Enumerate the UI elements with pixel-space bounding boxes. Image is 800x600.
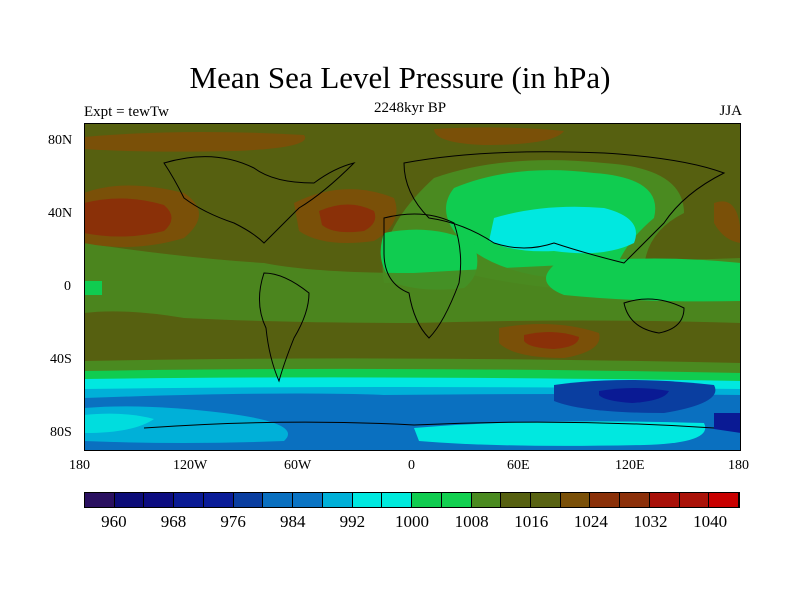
colorbar-swatch [174, 493, 204, 507]
contour-low [546, 258, 741, 302]
y-tick: 80S [50, 425, 72, 440]
contour-equatorial [84, 243, 741, 323]
colorbar-label: 1024 [573, 512, 608, 531]
coastlines [143, 151, 726, 429]
contour-low [489, 206, 636, 254]
contour-antarctic [414, 421, 706, 446]
colorbar-swatch [322, 493, 353, 507]
y-tick: 80N [48, 133, 73, 148]
colorbar-label: 992 [339, 512, 366, 531]
colorbar-swatch [203, 493, 234, 507]
colorbar-swatch [441, 493, 472, 507]
x-tick: 120W [173, 458, 208, 473]
contour-high [524, 331, 579, 349]
contour-band [84, 413, 154, 433]
x-tick: 0 [408, 458, 415, 473]
x-tick: 180 [728, 458, 749, 473]
colorbar-swatch [531, 493, 561, 507]
contour-low [84, 281, 102, 295]
colorbar-swatch [144, 493, 175, 507]
time-label: 2248kyr BP [373, 100, 447, 116]
colorbar-swatch [471, 493, 502, 507]
x-tick: 180 [69, 458, 90, 473]
y-tick: 40N [48, 206, 73, 221]
colorbar-swatch [85, 493, 115, 507]
x-tick: 60W [284, 458, 312, 473]
colorbar-label: 1000 [395, 512, 429, 531]
season-label: JJA [719, 103, 742, 119]
colorbar-label: 960 [101, 512, 127, 531]
colorbar-label: 1032 [633, 512, 668, 531]
contour-high [319, 204, 376, 233]
x-tick: 60E [507, 458, 530, 473]
experiment-label: Expt = tewTw [84, 104, 169, 120]
figure-title: Mean Sea Level Pressure (in hPa) [189, 60, 611, 95]
colorbar-label: 1016 [514, 512, 549, 531]
colorbar-label: 968 [160, 512, 187, 531]
contour-high [434, 127, 564, 145]
colorbar [84, 492, 740, 508]
contour-high [84, 131, 306, 152]
colorbar-label: 976 [220, 512, 246, 531]
contour-low [599, 388, 669, 403]
contour-high [84, 198, 172, 237]
colorbar-swatch [293, 493, 323, 507]
contour-high [714, 201, 741, 243]
colorbar-swatch [620, 493, 650, 507]
colorbar-swatch [679, 493, 710, 507]
colorbar-swatch [114, 493, 145, 507]
colorbar-label: 984 [279, 512, 306, 531]
colorbar-swatch [560, 493, 591, 507]
colorbar-swatch [590, 493, 621, 507]
y-tick: 0 [64, 279, 71, 294]
colorbar-swatch [352, 493, 383, 507]
map-frame [84, 123, 741, 451]
colorbar-swatch [233, 493, 264, 507]
colorbar-swatch [263, 493, 294, 507]
y-tick: 40S [50, 352, 72, 367]
contour-low [714, 413, 741, 433]
pressure-map [84, 123, 741, 451]
colorbar-label: 1008 [454, 512, 489, 531]
colorbar-swatch [709, 493, 740, 507]
colorbar-swatch [382, 493, 413, 507]
colorbar-swatch [501, 493, 532, 507]
colorbar-label: 1040 [693, 512, 728, 531]
colorbar-swatch [649, 493, 680, 507]
colorbar-swatch [412, 493, 442, 507]
x-tick: 120E [615, 458, 645, 473]
